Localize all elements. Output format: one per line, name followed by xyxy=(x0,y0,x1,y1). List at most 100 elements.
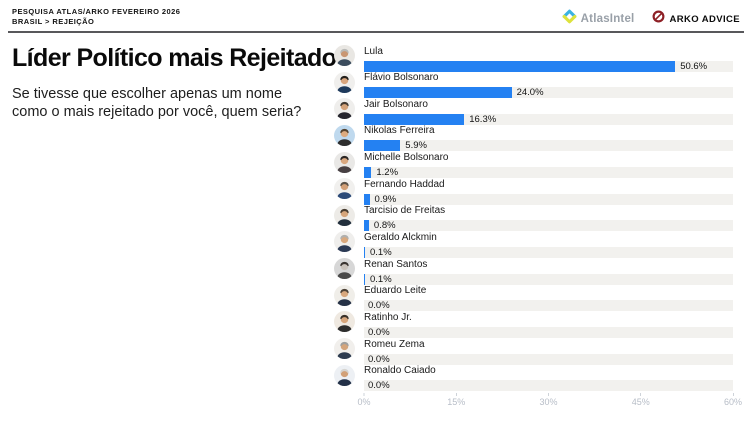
bar-row-fernando-haddad: Fernando Haddad 0.9% xyxy=(334,178,733,205)
bar-row-ratinho-jr-: Ratinho Jr. 0.0% xyxy=(334,311,733,338)
atlasintel-gem-icon xyxy=(562,9,577,29)
survey-question: Se tivesse que escolher apenas um nome c… xyxy=(12,86,302,120)
value-label: 0.0% xyxy=(368,353,390,365)
rejection-bar-chart: Lula 50.6% Flávio Bolsonaro 24.0% Jair Bolso… xyxy=(334,45,733,392)
bar-track: 0.8% xyxy=(364,220,733,232)
x-axis-tick: 30% xyxy=(539,393,558,407)
bar xyxy=(364,167,372,179)
bar xyxy=(364,87,512,99)
bar-row-fl-vio-bolsonaro: Flávio Bolsonaro 24.0% xyxy=(334,71,733,99)
value-label: 16.3% xyxy=(469,113,497,125)
x-axis-tick: 15% xyxy=(447,393,465,407)
value-label: 0.9% xyxy=(374,193,397,205)
arko-advice-logo: ARKO ADVICE xyxy=(652,10,740,28)
bar xyxy=(364,140,401,152)
kicker-line-2: BRASIL > REJEIÇÃO xyxy=(12,16,95,26)
politician-avatar xyxy=(334,178,355,200)
politician-avatar xyxy=(334,151,355,173)
bar-track: 0.1% xyxy=(364,273,733,285)
tick-label: 60% xyxy=(723,397,743,407)
value-label: 0.0% xyxy=(368,380,390,392)
bar-track: 0.9% xyxy=(364,193,733,205)
bar-row-ronaldo-caiado: Ronaldo Caiado 0.0% xyxy=(334,364,733,392)
atlasintel-logo: AtlasIntel xyxy=(562,9,635,29)
value-label: 50.6% xyxy=(680,60,708,72)
politician-avatar xyxy=(334,98,355,120)
tick-mark xyxy=(363,393,365,396)
x-axis-tick: 45% xyxy=(632,393,650,407)
tick-label: 30% xyxy=(539,397,558,407)
bar-row-jair-bolsonaro: Jair Bolsonaro 16.3% xyxy=(334,98,733,125)
tick-label: 45% xyxy=(631,397,650,407)
report-kicker: PESQUISA ATLAS/ARKO FEVEREIRO 2026 BRASI… xyxy=(12,7,180,26)
politician-avatar xyxy=(334,311,355,333)
x-axis: 0% 15% 30% 45% 60% xyxy=(357,393,742,411)
value-label: 0.1% xyxy=(370,246,392,258)
value-label: 1.2% xyxy=(376,167,399,179)
politician-name: Fernando Haddad xyxy=(364,178,445,190)
politician-name: Romeu Zema xyxy=(364,338,425,350)
politician-avatar xyxy=(334,231,355,253)
bar xyxy=(364,273,365,285)
tick-label: 15% xyxy=(447,397,466,407)
politician-avatar xyxy=(334,258,355,280)
politician-name: Ronaldo Caiado xyxy=(364,365,436,377)
politician-name: Tarcisio de Freitas xyxy=(364,205,446,217)
value-label: 0.0% xyxy=(368,326,390,338)
politician-avatar xyxy=(334,71,355,93)
value-label: 24.0% xyxy=(516,87,544,99)
politician-avatar xyxy=(334,284,355,306)
politician-avatar xyxy=(334,45,355,66)
value-label: 0.1% xyxy=(370,273,392,285)
bar xyxy=(364,193,370,205)
politician-name: Michelle Bolsonaro xyxy=(364,152,449,164)
value-label: 0.0% xyxy=(368,300,390,312)
kicker-line-1: PESQUISA ATLAS/ARKO FEVEREIRO 2026 xyxy=(12,7,181,16)
politician-name: Flávio Bolsonaro xyxy=(364,72,439,84)
politician-avatar xyxy=(334,204,355,226)
bar-track: 0.1% xyxy=(364,246,733,258)
header-divider xyxy=(8,31,744,33)
bar xyxy=(364,220,369,232)
bar xyxy=(364,113,465,125)
bar-row-nikolas-ferreira: Nikolas Ferreira 5.9% xyxy=(334,124,733,152)
arko-no-sign-icon xyxy=(652,10,665,28)
politician-name: Renan Santos xyxy=(364,258,428,270)
bar-track: 0.0% xyxy=(364,380,733,392)
bar-track: 0.0% xyxy=(364,326,733,338)
politician-name: Geraldo Alckmin xyxy=(364,231,437,243)
politician-avatar xyxy=(334,338,355,360)
value-label: 5.9% xyxy=(405,140,427,152)
bar-row-renan-santos: Renan Santos 0.1% xyxy=(334,258,733,285)
bar-row-michelle-bolsonaro: Michelle Bolsonaro 1.2% xyxy=(334,151,733,179)
bar-row-lula: Lula 50.6% xyxy=(334,45,733,72)
bar-track: 5.9% xyxy=(364,140,733,152)
bar-track: 1.2% xyxy=(364,167,733,179)
bar xyxy=(364,246,365,258)
page-title: Líder Político mais Rejeitado xyxy=(12,44,337,72)
politician-avatar xyxy=(334,364,355,386)
logo-group: AtlasIntel ARKO ADVICE xyxy=(562,9,740,29)
politician-name: Eduardo Leite xyxy=(364,285,427,297)
politician-avatar xyxy=(334,124,355,146)
x-axis-tick: 60% xyxy=(724,393,742,407)
bar-row-romeu-zema: Romeu Zema 0.0% xyxy=(334,338,733,365)
tick-mark xyxy=(455,393,457,396)
politician-name: Lula xyxy=(364,45,383,57)
arko-logo-text: ARKO ADVICE xyxy=(669,13,740,25)
value-label: 0.8% xyxy=(373,220,396,232)
bar-track: 0.0% xyxy=(364,353,733,365)
bar-track: 24.0% xyxy=(364,87,733,99)
bar-track: 16.3% xyxy=(364,113,733,125)
bar-row-tarcisio-de-freitas: Tarcisio de Freitas 0.8% xyxy=(334,204,733,232)
x-axis-tick: 0% xyxy=(357,393,371,407)
tick-mark xyxy=(640,393,642,396)
bar-row-eduardo-leite: Eduardo Leite 0.0% xyxy=(334,284,733,312)
politician-name: Jair Bolsonaro xyxy=(364,98,428,110)
tick-mark xyxy=(732,393,734,396)
bar-track: 50.6% xyxy=(364,60,733,72)
politician-name: Ratinho Jr. xyxy=(364,311,412,323)
tick-label: 0% xyxy=(357,397,371,407)
tick-mark xyxy=(547,393,549,396)
bar-row-geraldo-alckmin: Geraldo Alckmin 0.1% xyxy=(334,231,733,258)
